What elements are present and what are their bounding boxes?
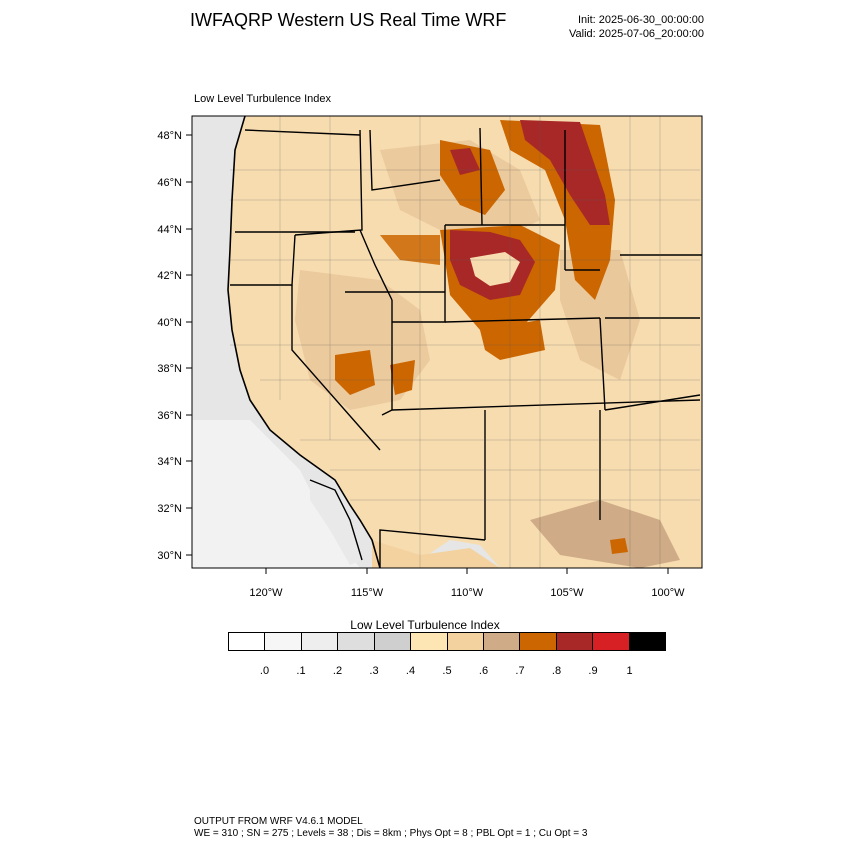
colorbar-swatch	[411, 633, 448, 650]
figure-title: IWFAQRP Western US Real Time WRF	[190, 10, 507, 30]
colorbar-swatch	[374, 633, 412, 650]
colorbar-swatch	[265, 633, 302, 650]
longitude-label: 120°W	[249, 587, 283, 599]
montana-red	[450, 148, 480, 175]
latitude-label: 38°N	[157, 363, 182, 375]
colorbar-label: .2	[332, 665, 343, 677]
colorbar-swatch	[447, 633, 484, 650]
southern-ocean	[192, 420, 360, 568]
colorbar-swatch	[629, 633, 666, 650]
latitude-label: 44°N	[157, 224, 182, 236]
colorbar-swatch	[593, 633, 630, 650]
colorbar-label: .7	[515, 665, 525, 677]
latitude-label: 36°N	[157, 410, 182, 422]
latitude-label: 34°N	[157, 456, 182, 468]
colorbar-label: .8	[551, 665, 562, 677]
texas-tan	[530, 500, 680, 568]
map-subtitle: Low Level Turbulence Index	[194, 93, 331, 105]
colorbar-label: .6	[478, 665, 489, 677]
nevada-orange	[335, 350, 375, 395]
latitude-label: 46°N	[157, 177, 182, 189]
wyoming-red-inner	[470, 252, 520, 286]
longitude-label: 110°W	[451, 587, 484, 599]
colorbar-swatch	[301, 633, 339, 650]
idaho-orange	[380, 235, 440, 265]
colorbar-swatch	[483, 633, 521, 650]
colorbar-label: .4	[405, 665, 416, 677]
colorbar-swatch	[520, 633, 557, 650]
colorbar-labels: .0 .1 .2 .3 .4 .5 .6 .7 .8 .9 1	[228, 665, 666, 679]
gulf-of-california	[310, 480, 362, 565]
init-time: Init: 2025-06-30_00:00:00	[578, 14, 704, 26]
valid-time: Valid: 2025-07-06_20:00:00	[569, 28, 704, 40]
latitude-axis: 48°N 46°N 44°N 42°N 40°N 38°N 36°N 34°N 32°N 30°N	[157, 130, 192, 562]
longitude-label: 115°W	[351, 587, 384, 599]
coastline	[227, 116, 381, 568]
texas-orange	[610, 538, 628, 554]
longitude-label: 105°W	[550, 587, 584, 599]
colorbar-label: .3	[369, 665, 379, 677]
model-settings: WE = 310 ; SN = 275 ; Levels = 38 ; Dis …	[194, 828, 588, 839]
mexico-land	[372, 540, 500, 568]
colorbar-swatch	[229, 633, 266, 650]
colorbar-label: .0	[259, 665, 270, 677]
latitude-label: 48°N	[157, 130, 182, 142]
map-frame	[191, 115, 703, 569]
colorado-orange	[480, 320, 545, 360]
latitude-label: 32°N	[157, 503, 182, 515]
latitude-label: 40°N	[157, 317, 182, 329]
state-borders	[230, 127, 702, 568]
county-borders	[230, 116, 700, 568]
map-field	[192, 116, 702, 568]
gulf-coastline	[309, 479, 363, 561]
colorbar-swatch	[338, 633, 375, 650]
utah-orange	[390, 360, 415, 395]
colorbar-label: .5	[442, 665, 452, 677]
colorbar	[228, 632, 666, 651]
longitude-axis: 120°W 115°W 110°W 105°W 100°W	[249, 568, 685, 599]
colorbar-label: .9	[588, 665, 598, 677]
colorbar-label: .1	[296, 665, 306, 677]
model-info: OUTPUT FROM WRF V4.6.1 MODEL	[194, 816, 363, 827]
latitude-label: 42°N	[157, 270, 182, 282]
colorbar-label: 1	[626, 665, 633, 677]
latitude-label: 30°N	[157, 550, 182, 562]
colorbar-swatch	[556, 633, 594, 650]
colorbar-title: Low Level Turbulence Index	[350, 618, 500, 632]
longitude-label: 100°W	[651, 587, 685, 599]
